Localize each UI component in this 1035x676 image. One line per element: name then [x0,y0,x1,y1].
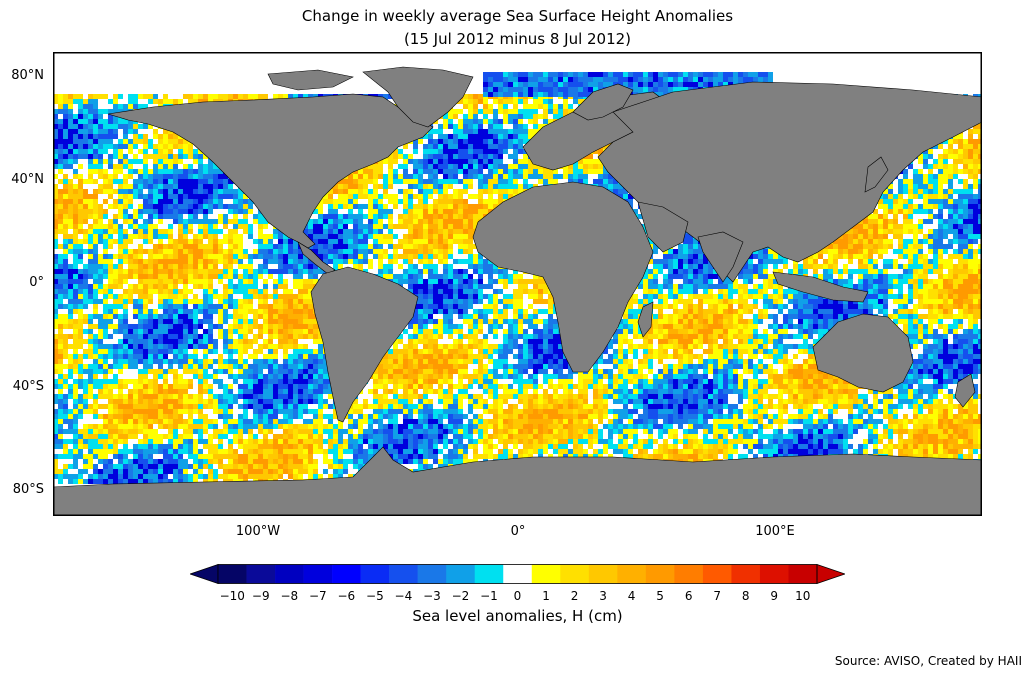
colorbar-tick-label: 1 [542,589,550,603]
colorbar-cell [446,564,476,584]
colorbar-cell [246,564,276,584]
landmass-greenland [362,66,474,128]
land-masses [53,66,982,516]
map-frame-border [53,52,982,516]
colorbar-cell [360,564,390,584]
colorbar [190,564,845,584]
colorbar-tick-label: 3 [599,589,607,603]
landmass-japan [864,156,889,193]
colorbar-tick-label: 0 [513,589,522,603]
colorbar-cell [788,564,818,584]
lat-label-40n: 40°N [11,172,44,187]
colorbar-tick-label: −3 [423,589,441,603]
colorbar-tick-label: 6 [684,589,693,603]
landmass-madagascar [637,301,654,338]
colorbar-tick-label: −6 [337,589,356,603]
colorbar-extend-high [816,564,845,584]
colorbar-cell [674,564,704,584]
colorbar-tick-label: 10 [795,589,811,603]
colorbar-cell [531,564,561,584]
sea-level-anomaly-map [53,52,982,516]
landmass-asia [597,81,982,283]
colorbar-cell [275,564,304,584]
colorbar-tick-label: −1 [480,589,498,603]
landmass-africa [472,181,654,373]
colorbar-cell [303,564,333,584]
landmass-arctic-islands [267,69,354,91]
landmass-india [697,231,744,283]
source-credit: Source: AVISO, Created by HAII [834,654,1022,668]
colorbar-extend-low [190,564,219,584]
lat-label-80s: 80°S [12,482,44,497]
colorbar-tick-label: −9 [251,589,270,603]
colorbar-tick-label: −4 [394,589,413,603]
colorbar-border [217,564,818,584]
landmass-australia [812,313,914,393]
colorbar-tick-label: −7 [308,589,327,603]
colorbar-cell [389,564,418,584]
colorbar-cell [617,564,647,584]
colorbar-cell [588,564,618,584]
colorbar-cells [190,564,845,584]
colorbar-cell [332,564,361,584]
landmass-arabia [637,201,689,253]
colorbar-cell [218,564,247,584]
colorbar-tick-label: 2 [570,589,579,603]
colorbar-tick-label: 9 [770,589,779,603]
colorbar-cell [560,564,590,584]
lat-label-80n: 80°N [11,68,44,83]
colorbar-tick-label: −5 [366,589,384,603]
colorbar-cell [474,564,504,584]
colorbar-label: Sea level anomalies, H (cm) [412,607,623,625]
chart-title: Change in weekly average Sea Surface Hei… [301,7,734,25]
landmass-antarctica [53,446,982,516]
colorbar-tick-label: 7 [713,589,721,603]
lon-label-0: 0° [510,524,526,539]
chart-subtitle: (15 Jul 2012 minus 8 Jul 2012) [403,30,632,48]
colorbar-tick-label: 4 [627,589,636,603]
landmass-south-america [310,266,419,423]
landmass-north-america [107,93,434,249]
landmass-scandinavia [572,83,634,121]
colorbar-cell [503,564,533,584]
colorbar-tick-label: 8 [741,589,750,603]
lon-label-100e: 100°E [755,524,795,539]
colorbar-cell [731,564,761,584]
colorbar-cell [645,564,675,584]
lon-label-100w: 100°W [235,524,281,539]
colorbar-cell [702,564,732,584]
colorbar-cell [417,564,447,584]
landmass-new-zealand [954,373,976,408]
lat-label-40s: 40°S [12,379,44,394]
colorbar-tick-label: −2 [451,589,470,603]
colorbar-tick-label: −10 [219,589,245,603]
lat-label-0: 0° [29,275,44,290]
colorbar-tick-label: −8 [280,589,299,603]
colorbar-cell [759,564,789,584]
colorbar-tick-label: 5 [656,589,664,603]
landmass-indonesia [772,271,869,303]
